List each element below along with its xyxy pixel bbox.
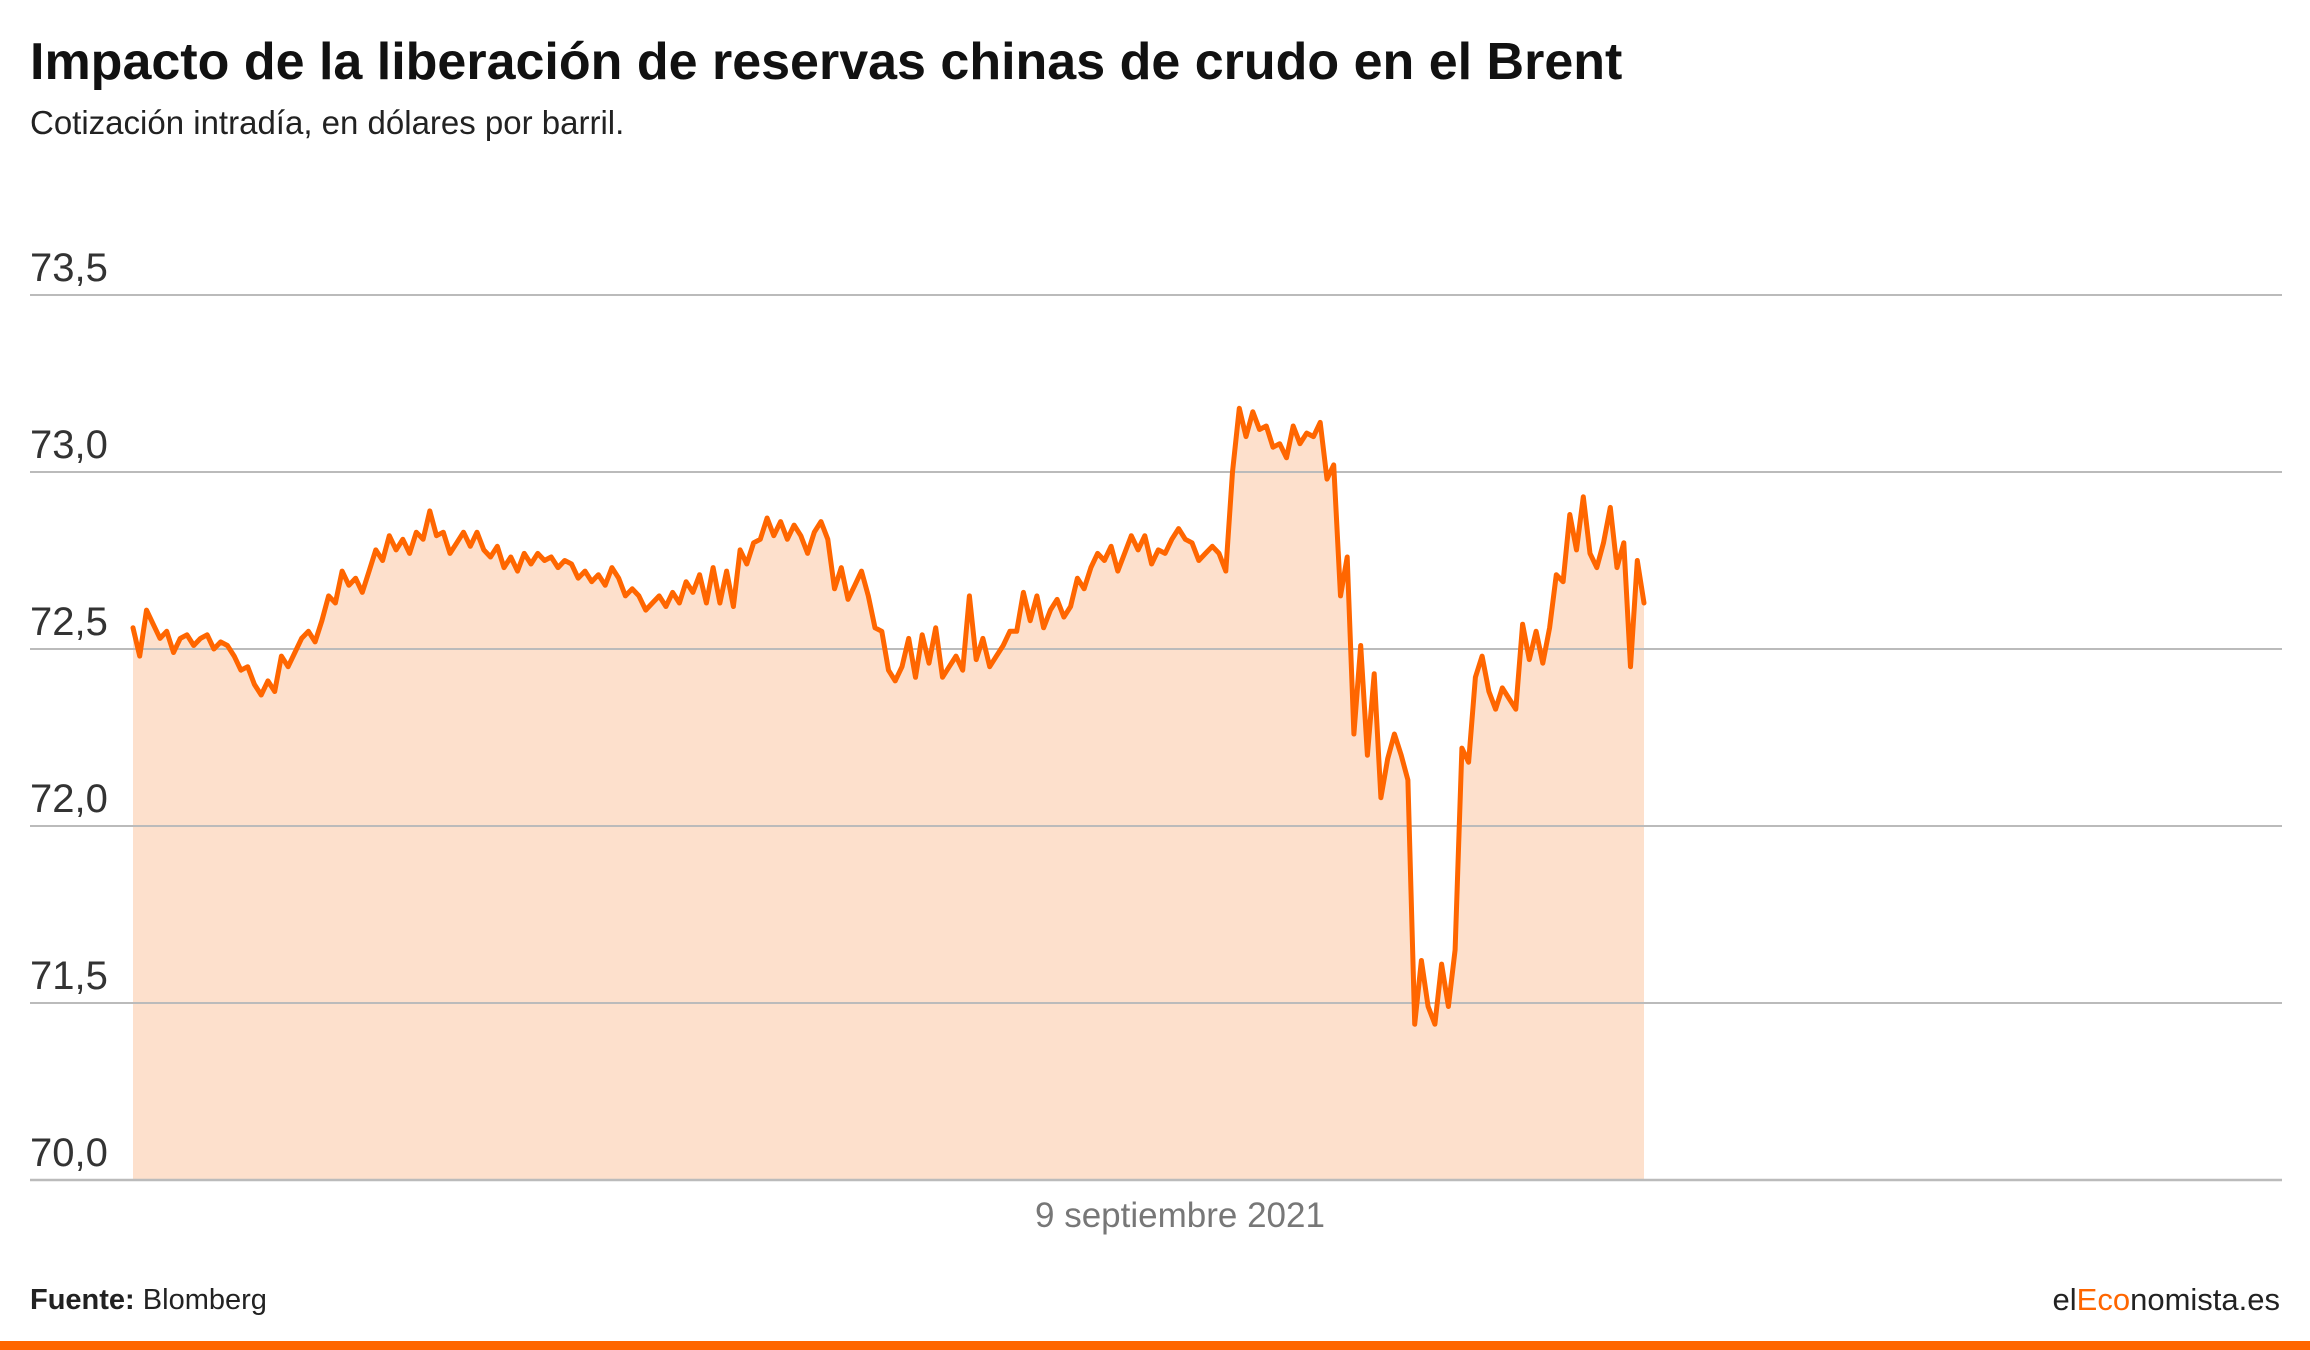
y-tick-label: 72,5 (30, 600, 108, 644)
y-tick-label: 72,0 (30, 777, 108, 821)
x-axis-date-label: 9 septiembre 2021 (1035, 1196, 1325, 1235)
y-tick-label: 71,5 (30, 954, 108, 998)
chart-title: Impacto de la liberación de reservas chi… (30, 33, 1623, 91)
price-area-fill (133, 408, 1644, 1180)
y-tick-label: 73,5 (30, 246, 108, 290)
price-series-line (130, 405, 1647, 1027)
y-axis-ticks: 70,0 71,5 72,0 72,5 73,0 73,5 (30, 246, 108, 1175)
y-tick-label: 73,0 (30, 423, 108, 467)
brand-accent: Eco (2076, 1282, 2131, 1317)
y-tick-label: 70,0 (30, 1131, 108, 1175)
brand-prefix: el (2052, 1282, 2077, 1317)
source-label: Fuente: (30, 1284, 135, 1316)
brand-bottom-bar (0, 1341, 2310, 1350)
brand-suffix: nomista.es (2130, 1282, 2280, 1317)
chart-subtitle: Cotización intradía, en dólares por barr… (30, 104, 625, 141)
source-note: Fuente: Blomberg (30, 1284, 267, 1317)
gridlines (30, 294, 2282, 1182)
brand-logo: elEconomista.es (2053, 1282, 2280, 1318)
source-value: Blomberg (142, 1284, 267, 1316)
